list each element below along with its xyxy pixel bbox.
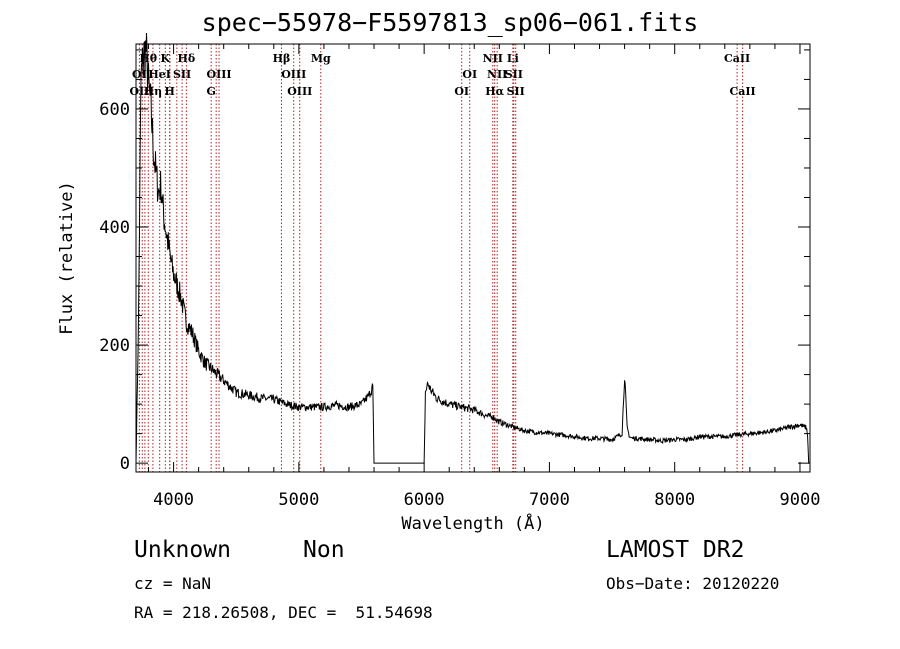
line-label-row2: OIII bbox=[207, 68, 232, 81]
y-tick-label: 600 bbox=[99, 100, 130, 120]
object-subclass: Non bbox=[303, 537, 345, 563]
line-label-row3: CaII bbox=[730, 85, 756, 98]
line-label-row3: OII bbox=[129, 85, 149, 98]
line-label-row2: OI bbox=[132, 68, 147, 81]
ra-dec: RA = 218.26508, DEC = 51.54698 bbox=[134, 603, 433, 622]
x-tick-label: 8000 bbox=[654, 490, 695, 510]
line-label-row3: OIII bbox=[287, 85, 312, 98]
line-label-row2: SII bbox=[505, 68, 523, 81]
y-tick-label: 400 bbox=[99, 218, 130, 238]
line-label-row3: G bbox=[206, 85, 215, 98]
line-label-row2: NII bbox=[487, 68, 507, 81]
x-tick-label: 5000 bbox=[278, 490, 319, 510]
line-label-row1: K bbox=[161, 52, 171, 65]
y-axis-title: Flux (relative) bbox=[57, 181, 77, 335]
axes-layer: 4000 5000 6000 7000 8000 9000 0 200 400 600 Wavele… bbox=[57, 43, 821, 534]
line-markers-layer bbox=[138, 44, 744, 472]
spectrum-layer bbox=[135, 32, 810, 464]
line-label-row2: HeI bbox=[148, 68, 171, 81]
x-tick-label: 7000 bbox=[529, 490, 570, 510]
spectrum-line bbox=[135, 32, 810, 464]
line-label-row2: SII bbox=[173, 68, 191, 81]
line-label-row1: NII bbox=[483, 52, 503, 65]
line-label-row1: Hβ bbox=[273, 52, 291, 65]
line-label-row3: OI bbox=[454, 85, 469, 98]
chart-title: spec−55978−F5597813_sp06−061.fits bbox=[201, 8, 699, 37]
line-label-row1: Li bbox=[507, 52, 519, 65]
redshift-cz: cz = NaN bbox=[134, 574, 212, 593]
survey-name: LAMOST DR2 bbox=[606, 537, 745, 563]
line-label-row2: OIII bbox=[281, 68, 306, 81]
object-class: Unknown bbox=[134, 537, 231, 563]
line-label-row3: Hα bbox=[485, 85, 504, 98]
line-label-row1: Hδ bbox=[177, 52, 195, 65]
x-axis-title: Wavelength (Å) bbox=[401, 512, 544, 534]
obs-date: Obs−Date: 20120220 bbox=[606, 574, 780, 593]
line-label-row3: SII bbox=[507, 85, 525, 98]
line-label-row1: Hθ bbox=[139, 52, 157, 65]
line-label-row3: H bbox=[164, 85, 174, 98]
line-label-row1: Mg bbox=[311, 52, 331, 65]
line-label-row2: OI bbox=[462, 68, 477, 81]
x-tick-label: 6000 bbox=[404, 490, 445, 510]
y-tick-label: 0 bbox=[120, 454, 130, 474]
y-tick-label: 200 bbox=[99, 336, 130, 356]
plot-frame bbox=[135, 43, 811, 473]
x-tick-label: 4000 bbox=[153, 490, 194, 510]
x-tick-label: 9000 bbox=[780, 490, 821, 510]
line-label-row3: Hη bbox=[144, 85, 162, 98]
line-label-row1: CaII bbox=[724, 52, 750, 65]
